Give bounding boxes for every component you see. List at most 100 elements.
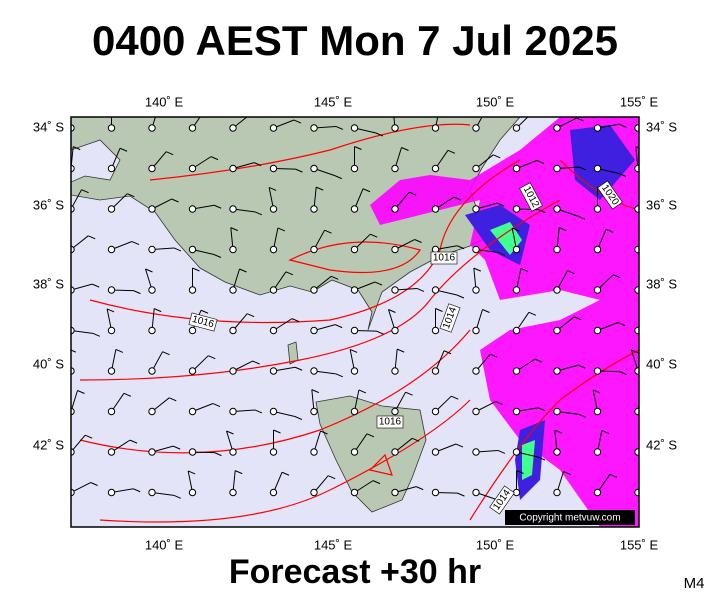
station	[107, 124, 116, 132]
wind-barb	[637, 247, 639, 250]
station	[310, 367, 318, 375]
station	[269, 286, 278, 294]
longitude-label-top: 140˚ E	[145, 94, 184, 109]
wind-barb-tick	[453, 196, 462, 201]
wind-barb-tick	[226, 430, 234, 435]
station	[512, 124, 521, 132]
station	[188, 326, 197, 335]
wind-barb-tick	[619, 371, 627, 376]
latitude-label-right: 38˚ S	[646, 276, 677, 291]
station	[310, 124, 318, 132]
station	[229, 164, 237, 173]
wind-barb-tick	[246, 313, 255, 318]
wind-barb-tick	[645, 188, 652, 191]
station	[391, 448, 399, 456]
station	[431, 448, 440, 456]
wind-barb-tick	[577, 215, 586, 220]
wind-barb-tick	[77, 390, 85, 394]
wind-barb-tick	[401, 147, 409, 151]
wind-barb-tick	[374, 281, 383, 286]
station	[431, 326, 440, 335]
station	[391, 326, 399, 335]
wind-barb-tick	[393, 106, 400, 109]
wind-barb-tick	[456, 245, 465, 250]
wind-barb-tick	[214, 452, 222, 457]
station	[634, 205, 639, 213]
wind-barb-tick	[473, 267, 482, 272]
station	[148, 448, 156, 456]
wind-barb-tick	[511, 227, 520, 232]
wind-barb-tick	[358, 389, 367, 394]
wind-barb-tick	[230, 227, 239, 232]
wind-barb-tick	[84, 434, 93, 439]
station	[472, 448, 480, 456]
wind-barb-tick	[294, 366, 303, 371]
wind-barb-tick	[239, 268, 247, 273]
wind-barb-tick	[376, 330, 384, 335]
wind-barb-tick	[375, 132, 384, 137]
longitude-label-top: 150˚ E	[476, 94, 515, 109]
station	[472, 164, 480, 173]
wind-barb-tick	[200, 309, 209, 314]
station	[391, 286, 399, 294]
wind-barb-tick	[416, 287, 425, 292]
station	[350, 164, 359, 173]
wind-barb-tick	[64, 107, 71, 110]
wind-barb-tick	[334, 175, 343, 180]
station	[472, 245, 480, 254]
precip-high	[370, 117, 639, 527]
station	[472, 286, 480, 294]
wind-barb-tick	[396, 348, 405, 353]
station	[188, 205, 197, 213]
station	[431, 367, 440, 375]
station	[472, 367, 480, 375]
station	[553, 448, 561, 456]
wind-barb-tick	[133, 290, 141, 295]
station	[391, 367, 399, 375]
station	[188, 245, 197, 254]
wind-barb	[637, 329, 639, 331]
station	[107, 205, 116, 213]
wind-barb-tick	[187, 470, 196, 475]
station	[269, 205, 278, 213]
wind-barb-tick	[254, 162, 262, 167]
station	[553, 164, 561, 173]
wind-barb-tick	[281, 471, 290, 476]
station	[148, 124, 156, 132]
station	[107, 407, 116, 416]
station	[593, 164, 602, 173]
station	[148, 407, 156, 416]
wind-barb-tick	[408, 191, 417, 196]
wind-barb-tick	[213, 254, 222, 258]
wind-barb-tick	[640, 390, 647, 393]
station	[107, 245, 116, 254]
axis-labels: 140˚ E 140˚ E 145˚ E 145˚ E 150˚ E 150˚ E 155˚…	[33, 94, 677, 552]
station	[391, 164, 399, 173]
wind-barb-tick	[536, 160, 545, 164]
wind-barb-tick	[578, 166, 587, 171]
station	[593, 245, 602, 254]
wind-barb-tick	[173, 445, 181, 450]
station	[148, 488, 156, 497]
station	[593, 407, 602, 416]
station	[188, 407, 197, 416]
station	[472, 124, 480, 132]
station	[310, 448, 318, 456]
wind-barb-tick	[324, 229, 332, 234]
station	[634, 488, 639, 497]
wind-barb-tick	[335, 324, 343, 329]
station	[593, 124, 602, 132]
wind-barb-tick	[173, 494, 182, 499]
station	[188, 124, 197, 132]
isobar-label: 1016	[433, 253, 456, 264]
wind-barb-tick	[451, 395, 459, 400]
station	[107, 164, 116, 173]
wind-barb	[637, 491, 639, 493]
wind-barb-tick	[489, 353, 498, 358]
station	[472, 488, 480, 497]
model: M4	[684, 575, 705, 592]
